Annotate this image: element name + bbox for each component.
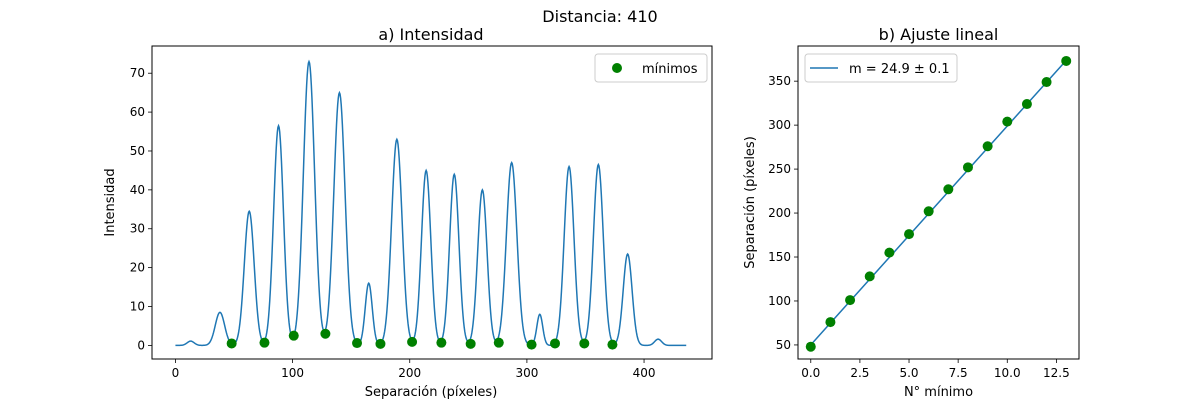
linear-fit-ytick-label: 50 [776,338,791,352]
intensity-title: a) Intensidad [378,25,483,44]
intensity-minima-points [226,328,618,350]
intensity-ytick-label: 20 [130,261,145,275]
minimum-point [407,336,418,347]
fit-data-point [1021,99,1032,110]
linear-fit-xtick-label: 5.0 [899,366,918,380]
minimum-point [465,338,476,349]
intensity-ytick-label: 0 [137,338,145,352]
intensity-ytick-label: 10 [130,300,145,314]
intensity-xtick-label: 300 [515,366,538,380]
linear-fit-xtick-label: 0.0 [801,366,820,380]
intensity-xtick-label: 100 [281,366,304,380]
fit-data-point [1041,77,1052,88]
linear-fit-ytick-label: 150 [768,250,791,264]
fit-data-point [884,247,895,258]
intensity-ytick-label: 60 [130,105,145,119]
intensity-ytick-label: 50 [130,144,145,158]
linear-fit-title: b) Ajuste lineal [879,25,999,44]
linear-fit-ytick-label: 350 [768,74,791,88]
minimum-point [375,338,386,349]
fit-data-point [923,206,934,217]
linear-fit-ytick-label: 300 [768,118,791,132]
fit-data-point [864,271,875,282]
linear-fit-legend-label: m = 24.9 ± 0.1 [849,62,950,77]
linear-fit-panel: b) Ajuste lineal 0.0 2.5 5.0 7.5 10.0 12.5 50 1… [743,25,1080,400]
linear-fit-ylabel: Separación (píxeles) [743,136,758,269]
linear-fit-legend: m = 24.9 ± 0.1 [804,53,958,83]
intensity-ytick-label: 70 [130,66,145,80]
minimum-point [607,339,618,350]
intensity-ylabel: Intensidad [103,168,118,236]
linear-fit-frame [797,45,1080,360]
intensity-frame [151,45,713,360]
minimum-point [550,338,561,349]
fit-data-point [825,317,836,328]
intensity-axes-ticks: 0 100 200 300 400 0 10 20 30 40 50 60 70 [130,66,656,380]
minimum-point [436,337,447,348]
fit-data-point [962,162,973,173]
fit-data-point [845,295,856,306]
intensity-ytick-label: 30 [130,222,145,236]
intensity-xtick-label: 400 [633,366,656,380]
intensity-legend-marker [612,63,622,73]
fit-data-point [904,229,915,240]
intensity-panel: a) Intensidad 0 100 200 300 400 0 10 20 30 40 50 60… [103,25,713,400]
intensity-xlabel: Separación (píxeles) [365,385,498,400]
linear-fit-xtick-label: 7.5 [949,366,968,380]
fit-data-point [1061,55,1072,66]
linear-fit-ytick-label: 250 [768,162,791,176]
linear-fit-axes-ticks: 0.0 2.5 5.0 7.5 10.0 12.5 50 100 150 200 250 300 350 [768,74,1070,380]
linear-fit-xlabel: N° mínimo [904,385,973,400]
minimum-point [526,339,537,350]
minimum-point [320,328,331,339]
minimum-point [493,337,504,348]
fit-data-point [943,184,954,195]
intensity-xtick-label: 0 [172,366,180,380]
linear-fit-xtick-label: 2.5 [850,366,869,380]
fit-data-point [1002,116,1013,127]
intensity-legend-box [594,53,708,83]
fit-data-point [982,141,993,152]
figure-suptitle: Distancia: 410 [542,7,657,26]
intensity-line [175,59,687,347]
minimum-point [579,338,590,349]
minimum-point [259,337,270,348]
minimum-point [226,338,237,349]
intensity-ytick-label: 40 [130,183,145,197]
linear-fit-legend-box [804,53,958,83]
intensity-xtick-label: 200 [398,366,421,380]
linear-fit-ytick-label: 200 [768,206,791,220]
intensity-legend-label: mínimos [642,62,698,77]
minimum-point [352,338,363,349]
linear-fit-xtick-label: 10.0 [994,366,1021,380]
intensity-legend: mínimos [594,53,708,83]
minimum-point [288,330,299,341]
fit-data-point [805,341,816,352]
linear-fit-xtick-label: 12.5 [1043,366,1070,380]
linear-fit-points [805,55,1072,352]
linear-fit-ytick-label: 100 [768,294,791,308]
